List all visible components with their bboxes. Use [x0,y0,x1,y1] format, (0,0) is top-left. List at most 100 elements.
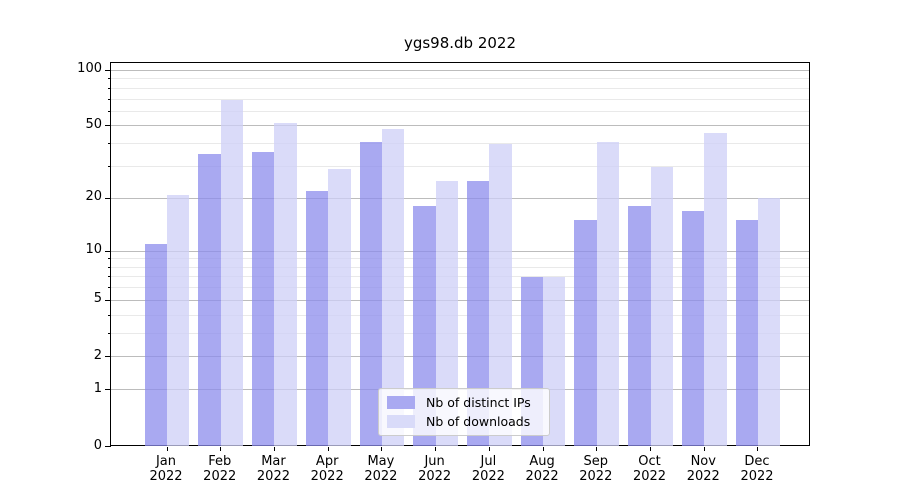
x-tick-label-oct: Oct 2022 [632,453,667,484]
x-tick-mark [596,446,598,451]
bar-distinct-ips-may [359,141,382,447]
y-tick-mark [105,299,111,301]
bar-downloads-mar [274,122,297,447]
x-tick-label-jul: Jul 2022 [471,453,505,484]
y-tick-mark-minor [108,332,111,334]
gridline-major [111,250,809,252]
y-tick-mark-minor [108,87,111,89]
y-tick-mark-minor [108,110,111,112]
x-tick-mark [542,446,544,451]
y-tick-mark [105,389,111,391]
bar-distinct-ips-jan [144,243,167,447]
bar-distinct-ips-mar [252,152,275,447]
y-tick-mark-minor [108,258,111,260]
legend-item-distinct-ips: Nb of distinct IPs [379,393,549,412]
bar-downloads-nov [704,132,727,447]
gridline-minor [111,110,809,112]
y-tick-mark [105,69,111,71]
bar-downloads-jul [489,143,512,447]
x-tick-label-jun: Jun 2022 [418,453,452,484]
y-tick-label: 1 [93,380,102,396]
legend-item-downloads: Nb of downloads [379,412,549,431]
bar-distinct-ips-jul [466,180,490,447]
bar-distinct-ips-feb [198,154,221,447]
bar-downloads-jan [167,194,190,447]
x-tick-label-apr: Apr 2022 [310,453,344,484]
bar-distinct-ips-nov [681,210,705,447]
gridline-minor [111,276,809,278]
bar-distinct-ips-jun [413,206,436,447]
gridline-minor [111,78,809,80]
bar-downloads-sep [596,141,620,447]
y-tick-mark-minor [108,78,111,80]
gridline-minor [111,266,809,268]
bar-downloads-may [381,129,405,447]
y-tick-label: 20 [85,189,102,205]
x-tick-mark [650,446,652,451]
y-tick-mark-minor [108,98,111,100]
x-tick-label-mar: Mar 2022 [256,453,290,484]
plot-area: Nb of distinct IPs Nb of downloads [105,62,810,451]
gridline-minor [111,258,809,260]
x-tick-label-may: May 2022 [364,453,398,484]
gridline-major [111,197,809,199]
x-tick-label-aug: Aug 2022 [525,453,559,484]
bar-distinct-ips-dec [735,220,758,447]
y-tick-mark [105,250,111,252]
y-tick-label: 5 [93,291,102,307]
legend-label-downloads: Nb of downloads [426,414,531,429]
y-tick-label: 2 [93,347,102,363]
y-tick-label: 100 [77,61,102,77]
bar-downloads-jun [435,180,459,447]
bar-distinct-ips-sep [574,220,597,447]
y-tick-mark [105,356,111,358]
gridline-major [111,356,809,358]
gridline-minor [111,314,809,316]
x-tick-label-jan: Jan 2022 [149,453,183,484]
x-tick-label-sep: Sep 2022 [579,453,613,484]
x-tick-mark [757,446,759,451]
x-tick-mark [327,446,329,451]
legend-swatch-distinct-ips [387,396,415,409]
bar-downloads-oct [650,166,673,447]
gridline-major [111,299,809,301]
y-tick-label: 0 [93,437,102,453]
x-tick-mark [703,446,705,451]
bar-downloads-apr [328,169,351,447]
x-tick-mark [488,446,490,451]
y-tick-mark-minor [108,266,111,268]
gridline-minor [111,98,809,100]
bar-downloads-dec [757,198,781,447]
gridline-minor [111,287,809,289]
y-tick-mark [105,197,111,199]
bar-downloads-feb [220,100,244,447]
bar-distinct-ips-oct [628,206,651,447]
gridline-minor [111,87,809,89]
x-tick-mark [220,446,222,451]
y-tick-mark-minor [108,143,111,145]
y-tick-mark-minor [108,314,111,316]
gridline-minor [111,332,809,334]
legend: Nb of distinct IPs Nb of downloads [378,388,550,436]
y-tick-mark [105,446,111,447]
x-tick-mark [381,446,383,451]
y-tick-label: 10 [85,242,102,258]
chart-title: ygs98.db 2022 [403,34,517,52]
gridline-minor [111,166,809,168]
x-tick-label-feb: Feb 2022 [203,453,237,484]
x-tick-label-nov: Nov 2022 [686,453,720,484]
gridline-major [111,125,809,127]
gridline-minor [111,143,809,145]
x-tick-mark [273,446,275,451]
gridline-major [111,69,809,71]
legend-swatch-downloads [387,415,415,428]
x-tick-mark [166,446,168,451]
legend-label-distinct-ips: Nb of distinct IPs [426,395,531,410]
y-tick-mark-minor [108,276,111,278]
bar-distinct-ips-apr [305,190,329,447]
x-tick-label-dec: Dec 2022 [740,453,774,484]
y-tick-mark-minor [108,166,111,168]
y-tick-mark-minor [108,287,111,289]
y-tick-mark [105,125,111,127]
